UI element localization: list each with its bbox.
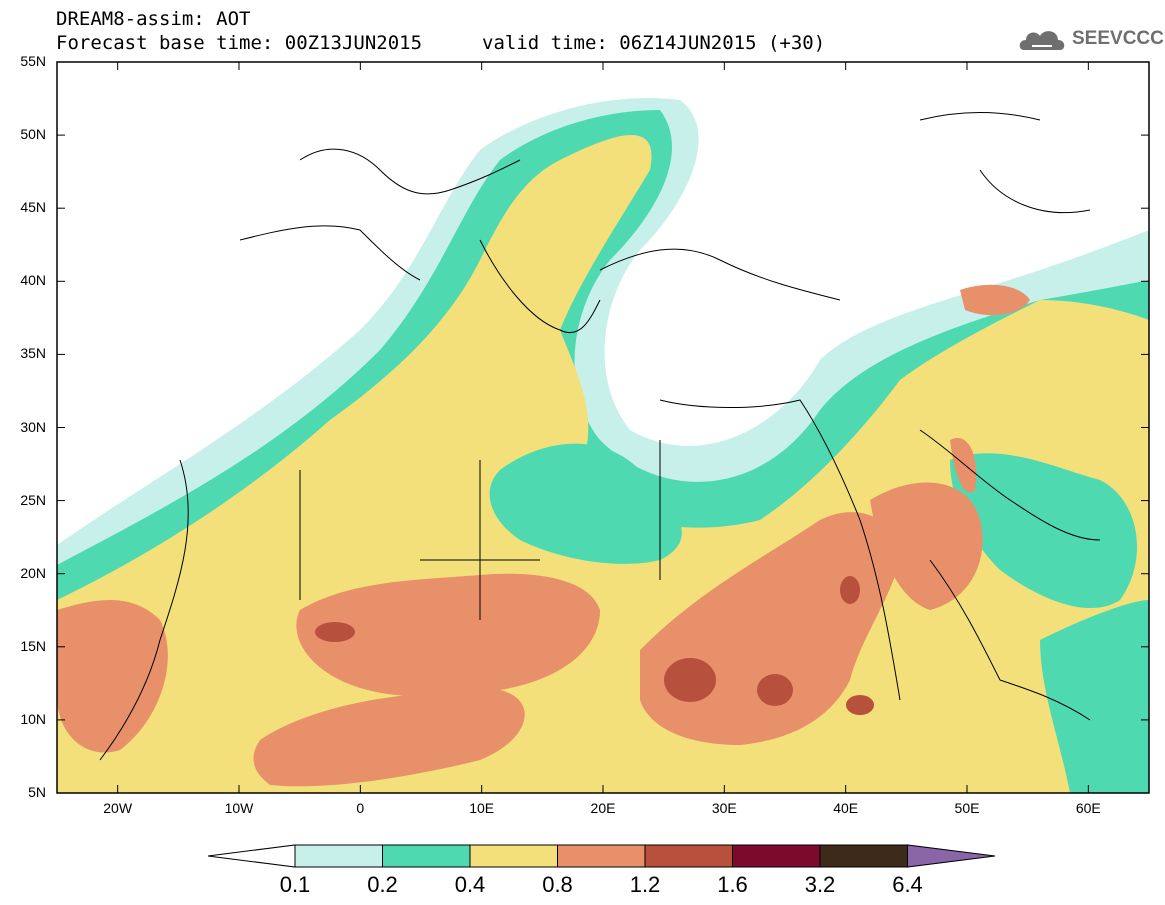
colorbar-label: 0.1 (279, 872, 311, 897)
colorbar-segment (557, 844, 646, 868)
logo-text: SEEVCCC (1072, 28, 1164, 49)
colorbar-label: 0.2 (367, 872, 398, 897)
colorbar-low-arrow (207, 844, 296, 868)
lon-tick-label: 20W (103, 800, 133, 816)
colorbar-label: 1.6 (717, 872, 748, 897)
forecast-base-time: Forecast base time: 00Z13JUN2015 (56, 32, 423, 54)
colorbar-segment (294, 844, 383, 868)
aot-band-0.2-sahara (489, 443, 682, 564)
lat-tick-label: 40N (20, 272, 46, 289)
colorbar-segment (644, 844, 733, 868)
lat-tick-label: 55N (20, 53, 46, 69)
lat-tick-marks (57, 61, 1149, 794)
colorbar-label: 0.8 (542, 872, 573, 897)
colorbar-segment (732, 844, 821, 868)
aot-band-1.2-sudan (664, 658, 716, 702)
colorbar-label: 0.4 (454, 872, 486, 897)
aot-band-0.8-sahel (296, 573, 600, 697)
lat-tick-label: 5N (28, 784, 46, 800)
lat-tick-label: 45N (20, 199, 46, 216)
lon-tick-label: 20E (590, 800, 616, 816)
lat-tick-label: 25N (20, 491, 46, 508)
cloud-logo-icon (1019, 31, 1065, 50)
lat-tick-label: 10N (20, 710, 46, 727)
colorbar-segment (382, 844, 471, 868)
aot-band-1.2-ethiopia (757, 674, 793, 706)
colorbar-label: 1.2 (629, 872, 661, 897)
lon-tick-label: 10E (469, 800, 495, 816)
coastlines (99, 112, 1101, 761)
colorbar-high-arrow (907, 844, 996, 868)
valid-time: valid time: 06Z14JUN2015 (+30) (482, 32, 826, 54)
aot-band-0.2-tip (1040, 600, 1149, 793)
colorbar-segment (469, 844, 558, 868)
colorbar-label: 6.4 (892, 872, 923, 897)
aot-band-0.8-redsea (950, 438, 977, 493)
lat-tick-label: 20N (20, 564, 46, 581)
lon-tick-label: 0 (356, 800, 365, 816)
lat-tick-label: 30N (20, 418, 46, 435)
lon-tick-label: 60E (1075, 800, 1101, 816)
map-title: DREAM8-assim: AOT (56, 8, 251, 30)
lon-tick-label: 40E (833, 800, 859, 816)
aot-band-0.8 (57, 600, 168, 753)
aot-field (57, 62, 1149, 793)
aot-band-0.8-arabia (870, 482, 983, 610)
lon-tick-label: 10W (224, 800, 254, 816)
colorbar-segment (819, 844, 908, 868)
aot-band-0.2-arabia (950, 453, 1138, 609)
aot-band-1.2-eritrea (840, 576, 860, 604)
lon-tick-marks (117, 62, 1089, 793)
lat-tick-label: 50N (20, 126, 46, 143)
lat-tick-label: 35N (20, 345, 46, 362)
colorbar (207, 844, 996, 868)
aot-band-1.2-yemen (846, 695, 874, 715)
aot-band-1.2-mali (315, 622, 355, 642)
colorbar-label: 3.2 (804, 872, 836, 897)
aot-band-0.8-south (253, 690, 525, 787)
lon-tick-label: 30E (711, 800, 737, 816)
lon-tick-label: 50E (954, 800, 980, 816)
lat-tick-label: 15N (20, 637, 46, 654)
aot-band-0.8-caspian (960, 284, 1030, 316)
